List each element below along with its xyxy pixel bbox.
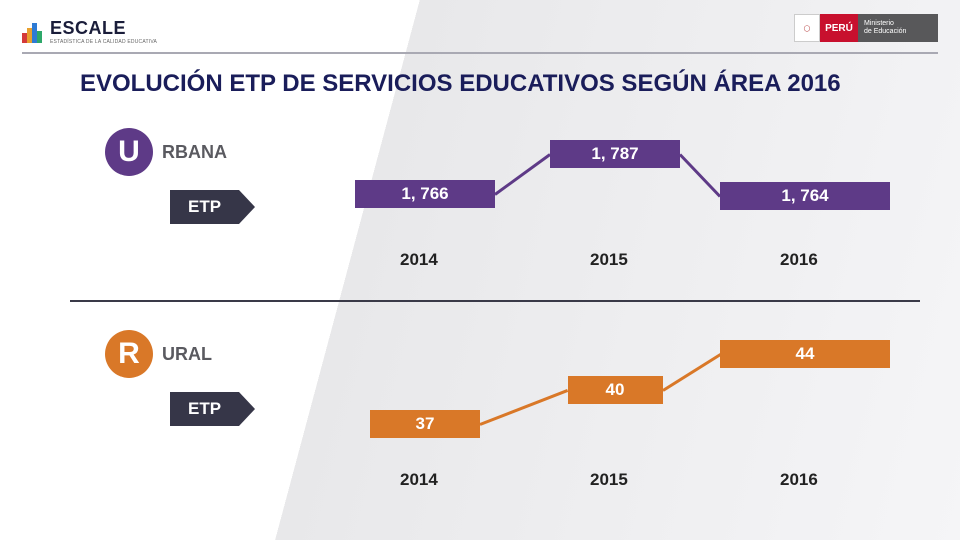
year-label-2016: 2016 <box>780 250 818 270</box>
connector-0 <box>479 389 568 426</box>
escale-subtitle: ESTADÍSTICA DE LA CALIDAD EDUCATIVA <box>50 39 157 45</box>
urbana-etp-text: ETP <box>170 190 239 224</box>
rural-etp-tag: ETP <box>170 392 255 426</box>
rural-chart: 37 2014 40 2015 44 2016 <box>330 340 910 500</box>
urbana-label: RBANA <box>162 142 227 163</box>
peru-shield-icon: ◯ <box>794 14 820 42</box>
page-title: EVOLUCIÓN ETP DE SERVICIOS EDUCATIVOS SE… <box>80 70 841 98</box>
section-divider <box>70 300 920 302</box>
rural-etp-text: ETP <box>170 392 239 426</box>
bar-2015: 1, 787 <box>550 140 680 168</box>
peru-badge: PERÚ <box>820 14 858 42</box>
urbana-etp-arrow-icon <box>239 190 255 224</box>
bar-2015: 40 <box>568 376 663 404</box>
bar-2014: 37 <box>370 410 480 438</box>
year-label-2015: 2015 <box>590 250 628 270</box>
rural-label: URAL <box>162 344 212 365</box>
urbana-etp-tag: ETP <box>170 190 255 224</box>
bar-2016: 1, 764 <box>720 182 890 210</box>
urbana-badge: U <box>105 128 153 176</box>
year-label-2015: 2015 <box>590 470 628 490</box>
gov-logo-block: ◯ PERÚ Ministerio de Educación <box>794 14 938 42</box>
connector-1 <box>679 153 721 197</box>
header-rule <box>22 52 938 54</box>
ministerio-label: Ministerio de Educación <box>858 14 938 42</box>
urbana-chart: 1, 766 2014 1, 787 2015 1, 764 2016 <box>330 140 910 270</box>
connector-1 <box>662 353 721 392</box>
bar-2016: 44 <box>720 340 890 368</box>
ministerio-line1: Ministerio <box>864 20 938 28</box>
year-label-2014: 2014 <box>400 250 438 270</box>
rural-badge: R <box>105 330 153 378</box>
ministerio-line2: de Educación <box>864 28 938 36</box>
year-label-2014: 2014 <box>400 470 438 490</box>
connector-0 <box>494 153 551 195</box>
escale-wordmark: ESCALE <box>50 18 157 39</box>
year-label-2016: 2016 <box>780 470 818 490</box>
bar-2014: 1, 766 <box>355 180 495 208</box>
escale-logo-bars-icon <box>22 21 44 43</box>
rural-etp-arrow-icon <box>239 392 255 426</box>
